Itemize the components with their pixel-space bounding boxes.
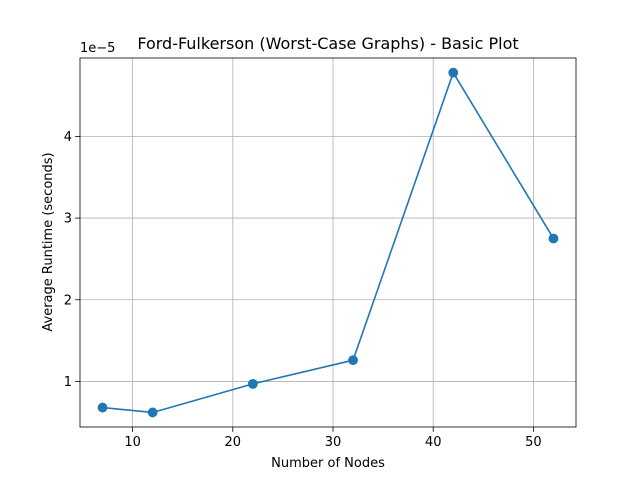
- x-axis-label: Number of Nodes: [271, 456, 385, 471]
- x-tick-label: 20: [225, 435, 242, 450]
- y-tick-label: 1: [64, 375, 72, 390]
- data-point: [97, 402, 108, 413]
- y-tick-label: 3: [64, 212, 72, 227]
- y-axis-label: Average Runtime (seconds): [41, 152, 56, 331]
- y-tick-label: 2: [64, 293, 72, 308]
- data-point: [147, 407, 158, 418]
- data-point: [548, 233, 559, 244]
- data-point: [448, 67, 459, 78]
- series-line: [101, 71, 555, 414]
- y-axis-offset-label: 1e−5: [80, 41, 115, 56]
- y-tick-label: 4: [64, 130, 72, 145]
- x-tick-label: 50: [525, 435, 542, 450]
- x-tick-label: 10: [124, 435, 141, 450]
- data-point: [247, 378, 258, 389]
- plot-frame: [79, 57, 577, 428]
- series-layer: [97, 67, 559, 418]
- x-tick-label: 40: [425, 435, 442, 450]
- x-tick-label: 30: [325, 435, 342, 450]
- chart-title: Ford-Fulkerson (Worst-Case Graphs) - Bas…: [137, 34, 518, 53]
- axis-ticks: 10 20 30 40 50 1 2 3 4: [64, 130, 542, 450]
- grid: [80, 58, 576, 427]
- data-point: [348, 355, 358, 366]
